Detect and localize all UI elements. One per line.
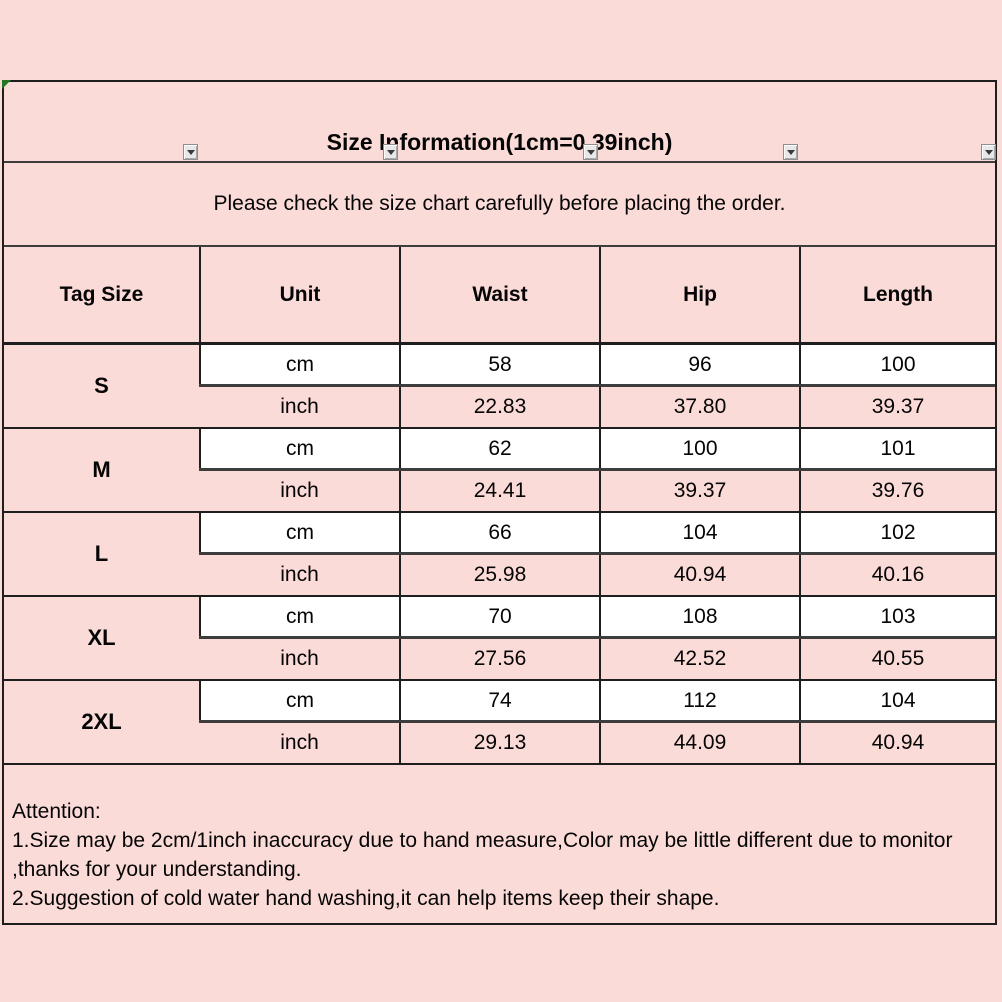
column-header-tag-size: Tag Size — [4, 247, 200, 345]
table-row: inch 25.98 40.94 40.16 — [4, 553, 995, 597]
waist-value: 22.83 — [399, 385, 600, 429]
size-chart-sheet: Size Information(1cm=0.39inch) Please ch… — [2, 80, 997, 925]
table-row: inch 22.83 37.80 39.37 — [4, 385, 995, 429]
green-corner-marker — [2, 80, 11, 89]
unit-cell: cm — [199, 512, 400, 555]
attention-line: 2.Suggestion of cold water hand washing,… — [12, 887, 720, 910]
chevron-down-icon — [386, 149, 395, 155]
table-row: S cm 58 96 100 — [4, 343, 995, 429]
column-header-hip: Hip — [599, 247, 800, 345]
length-value: 39.37 — [799, 385, 995, 429]
waist-value: 70 — [399, 596, 600, 639]
table-row: M cm 62 100 101 — [4, 428, 995, 513]
filter-dropdown-button[interactable] — [183, 144, 198, 160]
waist-value: 62 — [399, 428, 600, 471]
unit-cell: inch — [200, 637, 400, 681]
column-header-waist: Waist — [399, 247, 600, 345]
page-title: Size Information(1cm=0.39inch) — [326, 129, 673, 155]
waist-value: 58 — [399, 343, 600, 387]
size-label: 2XL — [4, 680, 200, 765]
column-header-unit: Unit — [199, 247, 400, 345]
waist-value: 66 — [399, 512, 600, 555]
hip-value: 108 — [599, 596, 800, 639]
length-value: 40.16 — [799, 553, 995, 597]
unit-cell: cm — [199, 428, 400, 471]
table-row: 2XL cm 74 112 104 — [4, 680, 995, 765]
header-row: Tag Size Unit Waist Hip Length — [4, 247, 995, 345]
length-value: 104 — [799, 680, 995, 723]
hip-value: 104 — [599, 512, 800, 555]
waist-value: 24.41 — [399, 469, 600, 513]
table-row: inch 27.56 42.52 40.55 — [4, 637, 995, 681]
size-label: XL — [4, 596, 200, 681]
table-row: inch 29.13 44.09 40.94 — [4, 721, 995, 765]
column-header-length: Length — [799, 247, 995, 345]
waist-value: 25.98 — [399, 553, 600, 597]
subtitle: Please check the size chart carefully be… — [213, 192, 786, 215]
attention-section: Attention: 1.Size may be 2cm/1inch inacc… — [4, 765, 995, 913]
hip-value: 96 — [599, 343, 800, 387]
unit-cell: inch — [200, 721, 400, 765]
unit-cell: inch — [200, 553, 400, 597]
length-value: 103 — [799, 596, 995, 639]
length-value: 101 — [799, 428, 995, 471]
waist-value: 29.13 — [399, 721, 600, 765]
chevron-down-icon — [786, 149, 795, 155]
hip-value: 37.80 — [599, 385, 800, 429]
unit-cell: cm — [199, 343, 400, 387]
filter-dropdown-button[interactable] — [783, 144, 798, 160]
filter-dropdown-button[interactable] — [383, 144, 398, 160]
title-row: Size Information(1cm=0.39inch) — [4, 82, 996, 163]
subtitle-row: Please check the size chart carefully be… — [4, 163, 995, 247]
length-value: 40.94 — [799, 721, 995, 765]
attention-line: ,thanks for your understanding. — [12, 858, 302, 881]
size-label: L — [4, 512, 200, 597]
size-label: S — [4, 343, 200, 429]
length-value: 39.76 — [799, 469, 995, 513]
chevron-down-icon — [984, 149, 993, 155]
chevron-down-icon — [586, 149, 595, 155]
size-label: M — [4, 428, 200, 513]
filter-dropdown-button[interactable] — [583, 144, 598, 160]
length-value: 100 — [799, 343, 995, 387]
chevron-down-icon — [186, 149, 195, 155]
unit-cell: inch — [200, 469, 400, 513]
attention-line: 1.Size may be 2cm/1inch inaccuracy due t… — [12, 829, 953, 852]
hip-value: 44.09 — [599, 721, 800, 765]
hip-value: 100 — [599, 428, 800, 471]
attention-heading: Attention: — [12, 800, 101, 823]
filter-dropdown-button[interactable] — [981, 144, 996, 160]
table-row: inch 24.41 39.37 39.76 — [4, 469, 995, 513]
waist-value: 74 — [399, 680, 600, 723]
hip-value: 42.52 — [599, 637, 800, 681]
table-row: L cm 66 104 102 — [4, 512, 995, 597]
size-table: Tag Size Unit Waist Hip Length S cm 58 9… — [4, 247, 995, 765]
hip-value: 40.94 — [599, 553, 800, 597]
length-value: 102 — [799, 512, 995, 555]
waist-value: 27.56 — [399, 637, 600, 681]
unit-cell: inch — [200, 385, 400, 429]
unit-cell: cm — [199, 596, 400, 639]
table-row: XL cm 70 108 103 — [4, 596, 995, 681]
hip-value: 39.37 — [599, 469, 800, 513]
length-value: 40.55 — [799, 637, 995, 681]
hip-value: 112 — [599, 680, 800, 723]
unit-cell: cm — [199, 680, 400, 723]
